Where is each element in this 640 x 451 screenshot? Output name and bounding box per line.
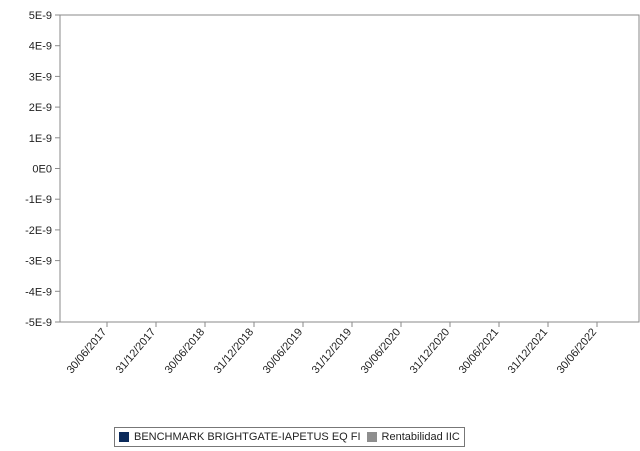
x-tick-label: 31/12/2021 [506,326,551,376]
y-tick-label: 5E-9 [29,10,52,22]
y-tick-label: 4E-9 [29,41,52,53]
legend-swatch [119,432,129,442]
legend-label: BENCHMARK BRIGHTGATE-IAPETUS EQ FI [134,431,361,443]
y-tick-label: 3E-9 [29,71,52,83]
x-tick-label: 31/12/2019 [310,326,355,376]
x-tick-label: 30/06/2022 [555,326,600,376]
legend-item: BENCHMARK BRIGHTGATE-IAPETUS EQ FI [119,431,361,443]
x-tick-label: 30/06/2020 [359,326,404,376]
y-axis: 5E-9 4E-9 3E-9 2E-9 1E-9 0E0 -1E-9 -2E-9 -3E-9 -4… [25,10,60,329]
x-tick-label: 31/12/2018 [212,326,257,376]
x-tick-label: 30/06/2017 [65,326,110,376]
x-tick-label: 31/12/2017 [114,326,159,376]
x-tick-label: 30/06/2019 [261,326,306,376]
y-tick-label: -5E-9 [25,317,52,329]
x-tick-label: 30/06/2018 [163,326,208,376]
y-tick-label: -1E-9 [25,194,52,206]
plot-frame [59,14,640,323]
y-tick-label: -3E-9 [25,256,52,268]
y-tick-label: 1E-9 [29,133,52,145]
legend-item: Rentabilidad IIC [366,431,460,443]
x-tick-label: 30/06/2021 [457,326,502,376]
y-tick-label: -4E-9 [25,286,52,298]
x-axis: 30/06/2017 31/12/2017 30/06/2018 31/12/2018… [65,322,600,376]
y-tick-label: 0E0 [32,164,52,176]
y-tick-label: -2E-9 [25,225,52,237]
legend-swatch [366,432,377,442]
x-tick-label: 31/12/2020 [408,326,453,376]
legend-label: Rentabilidad IIC [381,431,460,443]
y-tick-label: 2E-9 [29,102,52,114]
legend: BENCHMARK BRIGHTGATE-IAPETUS EQ FI Rentab… [114,427,465,447]
